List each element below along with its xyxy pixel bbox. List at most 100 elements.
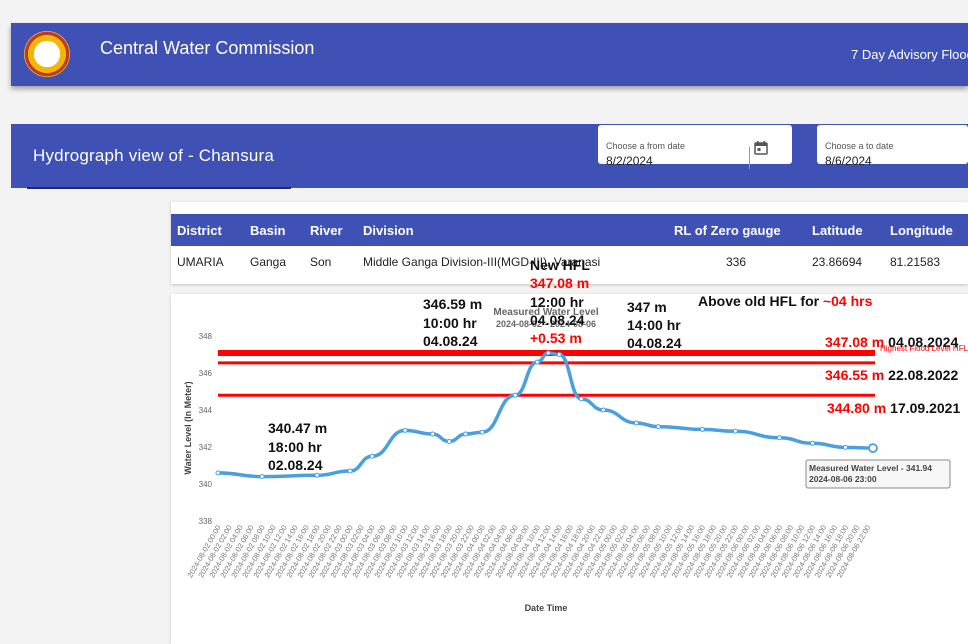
threshold-3-date: 17.09.2021	[890, 400, 960, 416]
annotation-rise-date: 04.08.24	[423, 333, 478, 349]
cell-district: UMARIA	[177, 255, 224, 269]
annotation-fall-date: 04.08.24	[627, 335, 682, 351]
cwc-logo-icon	[24, 31, 70, 77]
annotation-rise-level: 346.59 m	[423, 296, 482, 312]
series-points	[215, 350, 878, 480]
series-point[interactable]	[809, 440, 815, 446]
hydrograph-header: Hydrograph view of - Chansura Choose a f…	[11, 124, 968, 189]
from-date-divider	[749, 147, 750, 169]
series-point[interactable]	[314, 472, 320, 478]
threshold-label-2: 346.55 m 22.08.2022	[825, 367, 958, 383]
above-hfl-duration: ~04 hrs	[823, 293, 873, 309]
annotation-fall-level: 347 m	[627, 299, 667, 315]
threshold-3-level: 344.80 m	[827, 400, 886, 416]
y-tick-label: 342	[199, 443, 213, 452]
annotation-new-hfl-time: 12:00 hr	[530, 294, 584, 310]
series-point[interactable]	[402, 427, 408, 433]
hydrograph-title: Hydrograph view of - Chansura	[33, 146, 275, 165]
series-point[interactable]	[463, 431, 469, 437]
cell-longitude: 81.21583	[890, 255, 941, 269]
cell-division: Middle Ganga Division-III(MGD-III), Vara…	[363, 255, 601, 269]
app-title: Central Water Commission	[100, 38, 315, 58]
threshold-1-level: 347.08 m	[825, 334, 884, 350]
series-point[interactable]	[655, 424, 661, 430]
col-latitude: Latitude	[812, 223, 863, 238]
y-axis: 338 340 342 344 346 348	[199, 332, 213, 526]
series-point[interactable]	[699, 426, 705, 432]
from-date-field[interactable]: Choose a from date 8/2/2024	[598, 125, 792, 169]
threshold-labels: 347.08 m 04.08.2024 346.55 m 22.08.2022 34…	[825, 334, 960, 416]
annotation-rise: 346.59 m 10:00 hr 04.08.24	[423, 296, 482, 349]
above-hfl-note: Above old HFL for ~04 hrs	[698, 293, 873, 309]
col-rl-zero-gauge: RL of Zero gauge	[674, 223, 781, 238]
annotation-new-hfl: New HFL 347.08 m 12:00 hr 04.08.24 +0.53…	[530, 257, 590, 346]
series-point[interactable]	[215, 470, 221, 476]
tooltip-line-1: Measured Water Level - 341.94	[809, 463, 932, 473]
to-date-label: Choose a to date	[825, 141, 894, 151]
threshold-2-level: 346.55 m	[825, 367, 884, 383]
from-date-label: Choose a from date	[606, 141, 686, 151]
threshold-label-1: 347.08 m 04.08.2024	[825, 334, 958, 350]
to-date-value[interactable]: 8/6/2024	[825, 154, 872, 168]
hfl-legend: Highest Flood Level HFL	[880, 344, 968, 353]
chart-title: Measured Water Level	[493, 307, 598, 318]
title-underline	[27, 187, 291, 189]
y-axis-label: Water Level (In Meter)	[183, 381, 193, 474]
advisory-link[interactable]: 7 Day Advisory Flood	[851, 47, 968, 62]
to-date-field[interactable]: Choose a to date 8/6/2024	[817, 125, 968, 168]
tooltip: Measured Water Level - 341.94 2024-08-06…	[805, 459, 951, 489]
series-point[interactable]	[600, 407, 606, 413]
series-point[interactable]	[842, 444, 848, 450]
col-division: Division	[363, 223, 414, 238]
annotation-new-hfl-level: 347.08 m	[530, 275, 589, 291]
annotation-low-date: 02.08.24	[268, 457, 323, 473]
series-point[interactable]	[534, 359, 540, 365]
series-point[interactable]	[512, 392, 518, 398]
series-point[interactable]	[556, 352, 562, 357]
y-tick-label: 340	[199, 480, 213, 489]
annotation-low-level: 340.47 m	[268, 420, 327, 436]
col-longitude: Longitude	[890, 223, 953, 238]
series-point[interactable]	[545, 350, 551, 356]
tooltip-line-2: 2024-08-06 23:00	[809, 474, 877, 484]
y-tick-label: 346	[199, 369, 213, 378]
x-axis-label: Date Time	[525, 603, 568, 613]
series-point[interactable]	[259, 474, 265, 480]
series-point[interactable]	[369, 453, 375, 459]
annotation-new-hfl-delta: +0.53 m	[530, 330, 582, 346]
series-point[interactable]	[633, 420, 639, 426]
app-header: Central Water Commission 7 Day Advisory …	[11, 23, 968, 86]
station-info-card: District Basin River Division RL of Zero…	[171, 202, 968, 284]
annotation-new-hfl-date: 04.08.24	[530, 312, 585, 328]
threshold-1-date: 04.08.2024	[888, 334, 958, 350]
y-tick-label: 348	[199, 332, 213, 341]
cell-river: Son	[310, 255, 332, 269]
tooltip-box	[805, 459, 951, 489]
annotation-low: 340.47 m 18:00 hr 02.08.24	[268, 420, 327, 473]
series-point[interactable]	[868, 443, 878, 454]
cell-rl-zero-gauge: 336	[726, 255, 747, 269]
annotation-low-time: 18:00 hr	[268, 439, 322, 455]
cell-basin: Ganga	[250, 255, 287, 269]
series-point[interactable]	[347, 468, 353, 474]
chart-subtitle: 2024-08-02 - 2024-08-06	[496, 319, 596, 329]
table-row: UMARIA Ganga Son Middle Ganga Division-I…	[171, 246, 968, 284]
series-point[interactable]	[732, 428, 738, 434]
series-point[interactable]	[430, 431, 436, 437]
threshold-2-date: 22.08.2022	[888, 367, 958, 383]
annotation-fall: 347 m 14:00 hr 04.08.24	[627, 299, 682, 351]
series-point[interactable]	[578, 396, 584, 402]
annotation-fall-time: 14:00 hr	[627, 317, 681, 333]
y-tick-label: 344	[199, 406, 213, 415]
above-hfl-text: Above old HFL for	[698, 293, 823, 309]
from-date-value[interactable]: 8/2/2024	[606, 154, 653, 168]
annotation-new-hfl-title: New HFL	[530, 257, 590, 273]
series-point[interactable]	[479, 429, 485, 435]
series-point[interactable]	[776, 435, 782, 441]
series-point[interactable]	[446, 438, 452, 444]
threshold-lines	[218, 350, 875, 397]
threshold-label-3: 344.80 m 17.09.2021	[827, 400, 960, 416]
calendar-icon[interactable]	[754, 141, 768, 155]
